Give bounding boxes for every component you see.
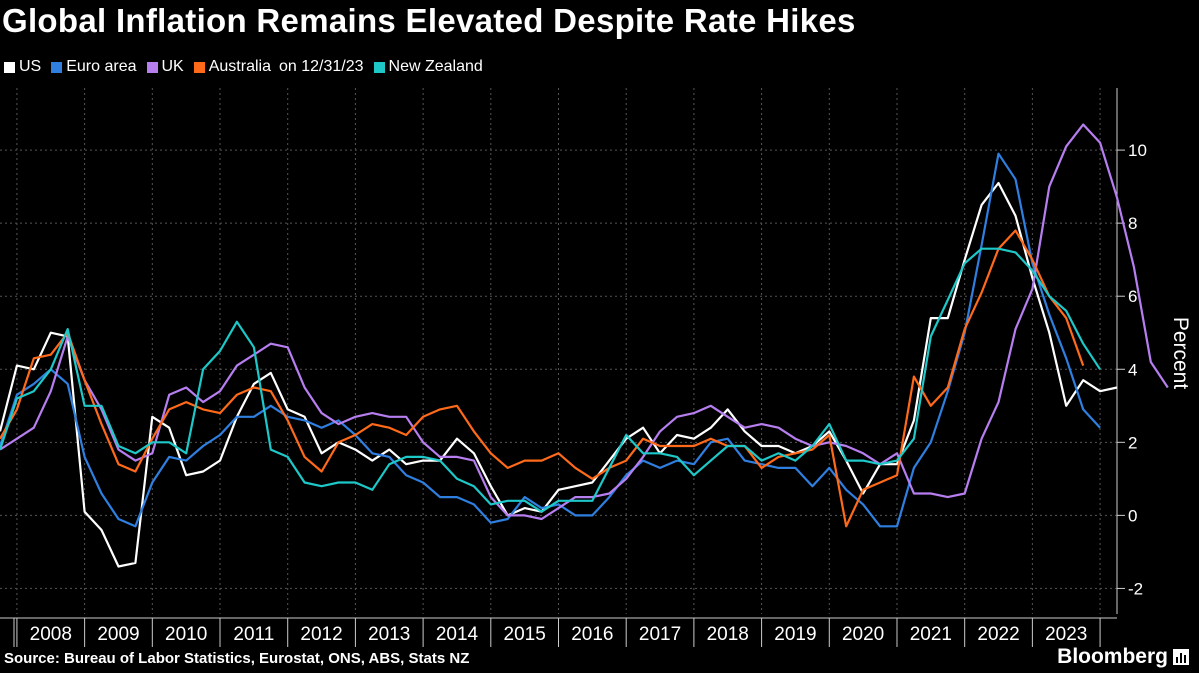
axes: -2 0 2 4 6 8 10 2008 2009 2010 2011 2012 2013 2014 201…: [0, 88, 1147, 647]
y-tick-label: 10: [1128, 141, 1147, 160]
grid-lines: [0, 88, 1117, 614]
x-tick-label: 2016: [571, 624, 613, 645]
legend-label: New Zealand: [388, 58, 483, 75]
chart-title: Global Inflation Remains Elevated Despit…: [2, 2, 856, 39]
series-line-euro-area: [0, 152, 1101, 528]
legend-swatch: [373, 61, 385, 73]
x-tick-label: 2013: [368, 624, 410, 645]
series-line-uk: [0, 123, 1169, 521]
legend-item-uk: UK: [146, 58, 184, 76]
y-tick-label: 0: [1128, 506, 1137, 525]
legend-label: Australia: [208, 58, 271, 75]
x-tick-label: 2021: [910, 624, 952, 645]
source-note: Source: Bureau of Labor Statistics, Euro…: [4, 650, 470, 667]
x-tick-label: 2022: [977, 624, 1019, 645]
series-line-australia: [0, 229, 1085, 528]
y-tick-label: 6: [1128, 287, 1137, 306]
y-tick-label: 8: [1128, 214, 1137, 233]
x-tick-label: 2015: [504, 624, 546, 645]
legend-label: US: [19, 58, 42, 75]
legend-swatch: [193, 61, 205, 73]
brand-name: Bloomberg: [1057, 645, 1168, 668]
brand-logo: Bloomberg: [1057, 645, 1189, 669]
legend-item-australia: Australia: [193, 58, 271, 76]
x-tick-label: 2018: [707, 624, 749, 645]
y-tick-label: 2: [1128, 433, 1137, 452]
series-lines: [0, 123, 1169, 568]
x-tick-label: 2014: [436, 624, 479, 645]
x-tick-label: 2019: [774, 624, 816, 645]
legend-date-note: on 12/31/23: [278, 58, 364, 75]
bloomberg-bars-icon: [1173, 649, 1189, 665]
x-tick-label: 2023: [1045, 624, 1087, 645]
legend-item-us: US: [4, 58, 41, 76]
legend: US Euro area UK Australia on 12/31/23 Ne…: [4, 58, 493, 76]
x-tick-label: 2010: [165, 624, 207, 645]
legend-item-euro-area: Euro area: [51, 58, 137, 76]
x-tick-label: 2011: [233, 624, 274, 645]
y-tick-label: 4: [1128, 360, 1137, 379]
x-tick-label: 2008: [30, 624, 72, 645]
y-tick-label: -2: [1128, 579, 1143, 598]
legend-swatch: [146, 61, 158, 73]
legend-swatch: [4, 61, 15, 73]
y-axis-label: Percent: [1169, 317, 1192, 390]
x-tick-label: 2017: [639, 624, 681, 645]
legend-item-new-zealand: New Zealand: [373, 58, 483, 76]
legend-label: Euro area: [66, 58, 137, 75]
x-tick-label: 2020: [842, 624, 884, 645]
legend-swatch: [51, 61, 63, 73]
x-tick-label: 2012: [300, 624, 342, 645]
x-tick-label: 2009: [97, 624, 139, 645]
legend-note-item: on 12/31/23: [278, 58, 364, 76]
series-line-new-zealand: [0, 247, 1102, 513]
legend-label: UK: [161, 58, 184, 75]
series-line-us: [0, 181, 1118, 568]
